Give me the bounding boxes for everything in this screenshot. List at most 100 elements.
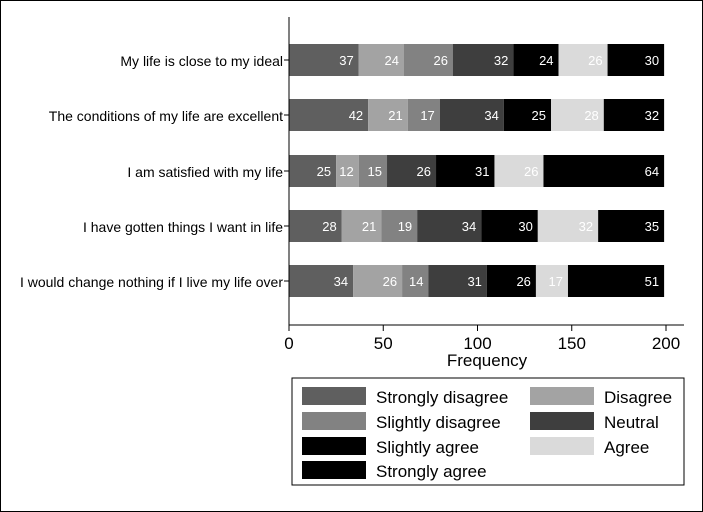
bar-segment [537, 210, 599, 242]
bar-segment [428, 265, 487, 297]
bar-segment [551, 99, 604, 131]
bar-value-label: 17 [549, 274, 563, 289]
bar-segment [607, 44, 665, 76]
legend-label: Agree [604, 438, 649, 457]
bar-segment [558, 44, 608, 76]
bar-value-label: 28 [584, 108, 598, 123]
bar-value-label: 51 [645, 274, 659, 289]
legend-swatch [530, 412, 594, 430]
bar-value-label: 32 [645, 108, 659, 123]
bar-value-label: 19 [398, 219, 412, 234]
legend-label: Strongly agree [376, 462, 487, 481]
bar-segment [368, 99, 408, 131]
bar-value-label: 15 [368, 164, 382, 179]
legend-label: Strongly disagree [376, 388, 508, 407]
bar-value-label: 24 [539, 53, 553, 68]
bar-value-label: 26 [588, 53, 602, 68]
bar-segment [341, 210, 382, 242]
legend-label: Neutral [604, 413, 659, 432]
legend-swatch [302, 461, 366, 479]
bar-segment [381, 210, 418, 242]
legend: Strongly disagree Disagree Slightly disagr… [291, 377, 685, 486]
bar-segment [358, 44, 404, 76]
bar-value-label: 25 [532, 108, 546, 123]
bar-segment [543, 155, 665, 187]
bar-segment [439, 99, 504, 131]
bar-segment [289, 99, 369, 131]
bar-value-label: 26 [516, 274, 530, 289]
bar-segment [403, 44, 453, 76]
legend-swatch [302, 437, 366, 455]
bar-value-label: 28 [322, 219, 336, 234]
bar-value-label: 21 [388, 108, 402, 123]
bar-value-label: 30 [518, 219, 532, 234]
bar-value-label: 64 [645, 164, 659, 179]
x-tick-label: 50 [374, 334, 393, 353]
bar-segment [486, 265, 536, 297]
bar-segment [567, 265, 665, 297]
bar-segment [353, 265, 403, 297]
x-tick-label: 0 [284, 334, 293, 353]
bar-value-label: 32 [494, 53, 508, 68]
x-tick-label: 100 [463, 334, 491, 353]
bar-segment [402, 265, 429, 297]
bar-value-label: 26 [383, 274, 397, 289]
category-label: My life is close to my ideal [120, 53, 283, 69]
bar-value-label: 14 [409, 274, 423, 289]
bar-value-label: 17 [420, 108, 434, 123]
bar-segment [336, 155, 359, 187]
bar-segment [503, 99, 552, 131]
legend-label: Slightly agree [376, 438, 479, 457]
category-labels-layer: My life is close to my ideal The conditio… [20, 53, 283, 290]
bar-segment [452, 44, 514, 76]
data-labels-layer: 37 24 26 32 24 26 30 42 21 17 34 25 28 32 25 12 15 26 31 26… [317, 53, 659, 289]
x-axis-title: Frequency [447, 351, 528, 370]
bar-segment [494, 155, 544, 187]
bar-segment [407, 99, 440, 131]
bar-value-label: 42 [349, 108, 363, 123]
category-label: I have gotten things I want in life [83, 219, 283, 235]
bar-value-label: 30 [645, 53, 659, 68]
bar-value-label: 31 [475, 164, 489, 179]
bar-segment [481, 210, 538, 242]
bar-value-label: 26 [417, 164, 431, 179]
bars-layer [289, 44, 665, 297]
bar-segment [358, 155, 388, 187]
bar-segment [417, 210, 482, 242]
bar-segment [436, 155, 495, 187]
bar-segment [598, 210, 665, 242]
bar-segment [289, 155, 337, 187]
bar-segment [535, 265, 568, 297]
bar-value-label: 37 [339, 53, 353, 68]
x-tick-label: 200 [652, 334, 680, 353]
bar-value-label: 24 [385, 53, 399, 68]
bar-value-label: 34 [462, 219, 476, 234]
legend-swatch [530, 387, 594, 405]
legend-swatch [302, 387, 366, 405]
bar-value-label: 31 [467, 274, 481, 289]
bar-value-label: 32 [579, 219, 593, 234]
legend-swatch [302, 412, 366, 430]
x-tick-label: 150 [558, 334, 586, 353]
bar-value-label: 12 [339, 164, 353, 179]
bar-value-label: 25 [317, 164, 331, 179]
bar-segment [387, 155, 437, 187]
bar-segment [289, 265, 354, 297]
category-label: The conditions of my life are excellent [49, 108, 283, 124]
category-label: I am satisfied with my life [127, 164, 283, 180]
bar-segment [603, 99, 665, 131]
bar-segment [289, 210, 342, 242]
bar-value-label: 34 [334, 274, 348, 289]
bar-segment [289, 44, 359, 76]
x-axis: 0 50 100 150 200 [284, 17, 684, 353]
bar-segment [513, 44, 559, 76]
legend-label: Disagree [604, 388, 672, 407]
legend-swatch [530, 437, 594, 455]
bar-value-label: 26 [434, 53, 448, 68]
bar-value-label: 34 [484, 108, 498, 123]
legend-label: Slightly disagree [376, 413, 501, 432]
bar-value-label: 35 [645, 219, 659, 234]
bar-value-label: 26 [524, 164, 538, 179]
category-label: I would change nothing if I live my life… [20, 274, 283, 290]
